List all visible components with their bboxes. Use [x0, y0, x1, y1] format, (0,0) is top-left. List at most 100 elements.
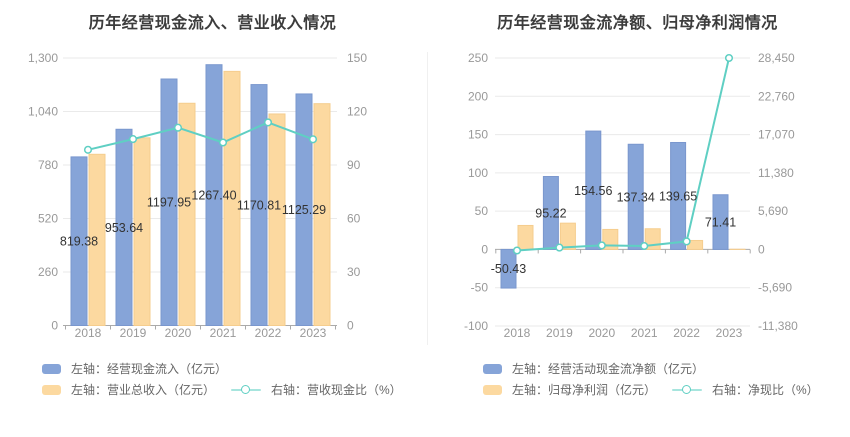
bar-orange-2019 — [559, 222, 576, 250]
line-point-2023 — [724, 53, 734, 63]
bar-blue-2023 — [712, 194, 729, 250]
x-axis-label-2022: 2022 — [673, 326, 700, 340]
left-axis-tick-label: 1,300 — [28, 51, 58, 65]
value-label-2022: 1170.81 — [237, 199, 281, 213]
value-label-2022: 139.65 — [659, 189, 697, 203]
legend-row: 左轴：营业总收入（亿元） 右轴：营收现金比（%） — [42, 379, 406, 400]
chart-title: 历年经营现金流净额、归母净利润情况 — [497, 15, 778, 32]
x-axis-label-2023: 2023 — [716, 326, 743, 340]
bar-orange-2018 — [517, 224, 534, 250]
x-axis-label-2018: 2018 — [504, 326, 531, 340]
line-point-2020 — [597, 241, 606, 250]
left-axis-tick-label: 260 — [38, 265, 58, 279]
legend-label-net-operating-cashflow: 左轴：经营活动现金流净额（亿元） — [512, 362, 705, 376]
bar-blue-2023 — [295, 93, 313, 327]
right-axis-tick-label: 28,450 — [758, 51, 795, 65]
left-axis-tick-label: -100 — [464, 319, 488, 333]
bar-orange-2020 — [178, 102, 196, 327]
legend-swatch-orange — [483, 384, 502, 395]
left-axis-tick-label: 200 — [468, 89, 488, 103]
legend-row: 左轴：经营活动现金流净额（亿元） — [483, 358, 823, 379]
panel-divider — [427, 52, 428, 345]
bar-blue-2021 — [205, 64, 223, 327]
bar-blue-2019 — [115, 128, 133, 326]
value-label-2020: 154.56 — [574, 184, 612, 198]
x-axis-label-2021: 2021 — [631, 326, 658, 340]
left-axis-tick-label: 1,040 — [28, 105, 58, 119]
chart-net-cashflow-net-profit: 历年经营现金流净额、归母净利润情况 250 28,450 200 22,760 150 1… — [425, 0, 850, 437]
line-point-2023 — [308, 135, 318, 144]
right-axis-tick-label: 30 — [347, 265, 361, 279]
value-label-2018: -50.43 — [491, 262, 526, 276]
legend-label-cash-revenue-ratio: 右轴：营收现金比（%） — [271, 383, 402, 397]
left-axis-tick-label: 0 — [481, 242, 488, 256]
x-axis-label-2018: 2018 — [75, 326, 102, 340]
bar-blue-2019 — [542, 176, 559, 250]
value-label-2019: 953.64 — [105, 221, 143, 235]
x-axis-label-2019: 2019 — [546, 326, 573, 340]
right-axis-tick-label: -5,690 — [758, 281, 792, 295]
legend-row: 左轴：归母净利润（亿元） 右轴：净现比（%） — [483, 379, 823, 400]
line-point-2019 — [555, 243, 564, 252]
left-axis-tick-label: 520 — [38, 212, 58, 226]
legend-row: 左轴：经营现金流入（亿元） — [42, 358, 406, 379]
legend-swatch-blue — [483, 363, 502, 374]
x-axis-label-2023: 2023 — [300, 326, 327, 340]
value-label-2020: 1197.95 — [147, 196, 191, 210]
x-axis-label-2019: 2019 — [120, 326, 147, 340]
legend-label-total-revenue: 左轴：营业总收入（亿元） — [71, 383, 216, 397]
legend-swatch-orange — [42, 384, 61, 395]
left-axis-tick-label: 0 — [51, 319, 58, 333]
legend-label-net-profit: 左轴：归母净利润（亿元） — [512, 383, 657, 397]
value-label-2023: 71.41 — [705, 216, 736, 230]
value-label-2018: 819.38 — [60, 235, 98, 249]
right-axis-tick-label: 0 — [347, 319, 354, 333]
right-axis-tick-label: 120 — [347, 105, 367, 119]
left-axis-tick-label: -50 — [471, 281, 489, 295]
line-point-2021 — [218, 138, 228, 147]
chart-cash-inflow-revenue: 历年经营现金流入、营业收入情况 1,300 150 1,040 120 780 90 520… — [28, 15, 406, 400]
value-label-2021: 137.34 — [617, 190, 655, 204]
line-point-2022 — [263, 118, 273, 127]
left-axis-tick-label: 250 — [468, 51, 488, 65]
chart-title: 历年经营现金流入、营业收入情况 — [88, 15, 337, 32]
left-axis-tick-label: 150 — [468, 128, 488, 142]
legend-line-marker-icon — [231, 384, 262, 395]
bar-orange-2018 — [88, 153, 106, 326]
x-axis-label-2021: 2021 — [210, 326, 237, 340]
left-axis-tick-label: 50 — [475, 204, 489, 218]
bar-blue-2020 — [585, 130, 602, 250]
value-label-2021: 1267.40 — [191, 189, 236, 203]
legend-line-marker-icon — [672, 384, 703, 395]
value-label-2019: 95.22 — [535, 206, 566, 220]
left-axis-tick-label: 100 — [468, 166, 488, 180]
x-axis-label-2022: 2022 — [255, 326, 282, 340]
legend-label-cash-inflow: 左轴：经营现金流入（亿元） — [71, 362, 228, 376]
right-axis-tick-label: 5,690 — [758, 204, 788, 218]
line-point-2019 — [128, 135, 138, 144]
right-axis-tick-label: 17,070 — [758, 128, 795, 142]
right-axis-tick-label: 0 — [758, 242, 765, 256]
line-point-2022 — [682, 237, 691, 246]
chart-canvas: 1,300 150 1,040 120 780 90 520 60 260 30 0 0 2018 201… — [28, 51, 367, 340]
line-point-2021 — [640, 241, 649, 251]
chart-canvas: 250 28,450 200 22,760 150 17,070 100 11,380 50 5,… — [464, 51, 798, 340]
bar-blue-2018 — [500, 248, 517, 289]
bar-blue-2022 — [670, 141, 687, 250]
line-point-2018 — [512, 246, 522, 255]
bar-orange-2023 — [313, 103, 331, 326]
bar-orange-2021 — [223, 70, 241, 326]
x-axis-label-2020: 2020 — [588, 326, 615, 340]
right-axis-tick-label: -11,380 — [758, 319, 798, 333]
bar-blue-2018 — [70, 156, 88, 326]
bar-orange-2022 — [268, 113, 286, 326]
ratio-line — [516, 57, 730, 252]
value-label-2023: 1125.29 — [282, 203, 326, 217]
right-axis-tick-label: 90 — [347, 158, 361, 172]
bar-blue-2021 — [627, 143, 644, 250]
right-axis-tick-label: 11,380 — [758, 166, 794, 180]
ratio-line — [87, 121, 314, 151]
x-axis-label-2020: 2020 — [165, 326, 192, 340]
bar-orange-2020 — [602, 228, 619, 250]
